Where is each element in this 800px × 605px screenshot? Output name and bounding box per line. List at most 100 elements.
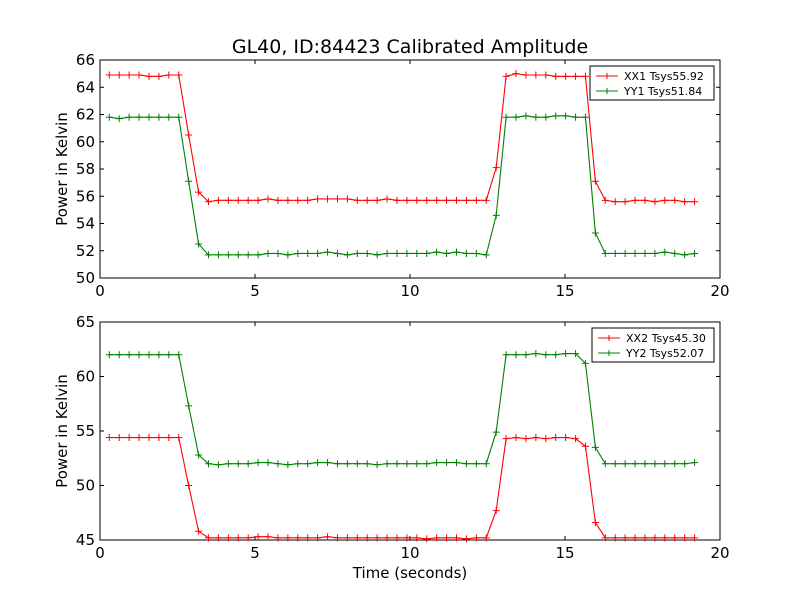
data-point <box>542 113 550 121</box>
y-tick-label: 54 <box>76 215 95 233</box>
data-point <box>185 482 193 489</box>
legend-marker <box>606 350 612 356</box>
data-point <box>383 249 391 257</box>
data-point <box>522 71 530 79</box>
data-point <box>522 351 530 359</box>
data-point <box>254 196 262 204</box>
data-point <box>264 249 272 257</box>
data-point <box>581 113 589 121</box>
data-point <box>532 113 540 121</box>
data-point <box>205 460 212 468</box>
data-point <box>572 350 580 358</box>
data-point <box>353 460 361 468</box>
data-point <box>373 534 381 542</box>
data-point <box>125 434 133 442</box>
data-point <box>155 351 163 359</box>
data-point <box>304 196 312 204</box>
data-point <box>314 195 322 203</box>
data-point <box>472 249 480 257</box>
data-point <box>324 248 332 256</box>
data-point <box>284 251 292 259</box>
data-point <box>492 507 500 515</box>
legend-marker <box>606 335 612 341</box>
data-point <box>472 534 480 542</box>
data-point <box>512 351 520 359</box>
data-point <box>413 196 421 204</box>
series-xx1 <box>105 70 699 206</box>
legend-label: YY2 Tsys52.07 <box>625 347 704 360</box>
data-point <box>324 195 332 203</box>
data-point <box>691 198 699 206</box>
data-point <box>185 131 193 139</box>
data-point <box>601 196 609 204</box>
data-point <box>343 251 351 259</box>
data-point <box>135 351 143 359</box>
data-point <box>214 196 222 204</box>
data-point <box>482 534 490 542</box>
data-point <box>115 434 123 442</box>
data-point <box>105 71 113 79</box>
y-tick-label: 65 <box>76 313 95 331</box>
data-point <box>155 113 163 121</box>
data-point <box>691 459 699 467</box>
data-point <box>383 195 391 203</box>
x-axis-label: Time (seconds) <box>352 564 468 582</box>
y-tick-label: 52 <box>76 242 95 260</box>
data-point <box>453 534 460 542</box>
data-point <box>353 196 361 204</box>
data-point <box>572 435 580 443</box>
subplot-1: 0 5 10 15 20 50 52 54 56 58 60 62 64 66 Power in Kelvi… <box>53 51 730 300</box>
data-point <box>195 451 203 459</box>
y-tick-label: 50 <box>76 477 95 495</box>
legend-frame <box>589 65 715 101</box>
data-point <box>502 435 510 443</box>
data-point <box>641 460 649 468</box>
data-point <box>691 249 699 257</box>
data-point <box>373 196 381 204</box>
data-point <box>443 196 451 204</box>
legend-frame <box>591 327 715 363</box>
data-point <box>224 534 232 542</box>
data-point <box>492 428 500 436</box>
x-tick-label: 20 <box>710 282 729 300</box>
data-point <box>343 460 351 468</box>
data-point <box>214 461 222 469</box>
data-point <box>453 196 460 204</box>
data-point <box>363 534 371 542</box>
legend-label: XX2 Tsys45.30 <box>626 332 706 345</box>
legend: XX1 Tsys55.92 YY1 Tsys51.84 <box>589 65 715 101</box>
data-point <box>621 534 629 542</box>
x-tick-label: 10 <box>400 282 419 300</box>
data-point <box>661 460 669 468</box>
y-tick-label: 60 <box>76 368 95 386</box>
data-point <box>284 196 292 204</box>
series-line <box>109 115 695 256</box>
data-point <box>462 196 470 204</box>
data-point <box>433 248 441 256</box>
data-point <box>581 442 589 450</box>
data-point <box>462 249 470 257</box>
data-point <box>105 113 113 121</box>
data-point <box>681 251 689 259</box>
x-tick-label: 15 <box>555 544 574 562</box>
data-point <box>492 211 500 219</box>
data-point <box>165 351 173 359</box>
data-point <box>333 195 341 203</box>
data-point <box>651 460 659 468</box>
series-line <box>109 436 695 540</box>
data-point <box>671 460 679 468</box>
data-point <box>125 71 133 79</box>
data-point <box>423 249 431 257</box>
data-point <box>264 195 272 203</box>
data-point <box>522 435 530 443</box>
series-line <box>109 73 695 203</box>
data-point <box>185 402 193 410</box>
data-point <box>264 533 272 541</box>
subplot-2: 0 5 10 15 20 45 50 55 60 65 Power in Kelvin XX2 Tsy… <box>53 313 730 562</box>
data-point <box>224 196 232 204</box>
data-point <box>175 434 183 442</box>
y-tick-label: 55 <box>76 422 95 440</box>
data-point <box>224 251 232 259</box>
